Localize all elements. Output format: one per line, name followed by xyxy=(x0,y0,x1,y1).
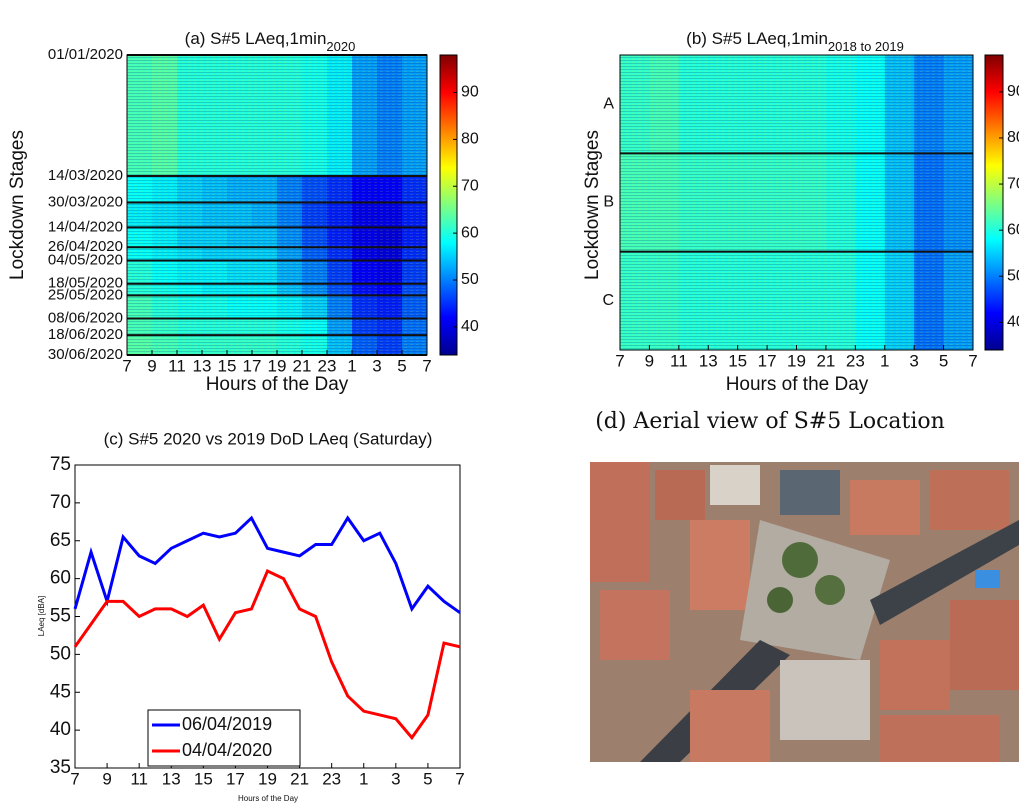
y-tick-label: 30/06/2020 xyxy=(48,346,123,363)
y-tick-label: C xyxy=(602,292,614,309)
colorbar-tick-label: 80 xyxy=(1007,129,1019,146)
title-main: (a) S#5 LAeq,1min xyxy=(185,29,327,48)
y-tick-label: 30/03/2020 xyxy=(48,193,123,210)
y-tick-label: 65 xyxy=(50,530,71,551)
x-tick-label: 23 xyxy=(322,769,341,788)
x-tick-label: 19 xyxy=(268,356,287,375)
y-tick-label: 70 xyxy=(50,492,71,513)
x-tick-label: 9 xyxy=(645,351,654,370)
y-tick-label: 75 xyxy=(50,454,71,475)
texture xyxy=(620,55,973,350)
x-tick-label: 5 xyxy=(397,356,406,375)
x-tick-label: 15 xyxy=(218,356,237,375)
chart-title: (a) S#5 LAeq,1min2020 xyxy=(185,29,356,53)
colorbar-tick-label: 50 xyxy=(461,271,479,288)
x-tick-label: 21 xyxy=(816,351,835,370)
x-tick-label: 1 xyxy=(359,769,368,788)
y-tick-label: A xyxy=(603,95,614,112)
x-tick-label: 7 xyxy=(455,769,464,788)
x-tick-label: 13 xyxy=(162,769,181,788)
y-tick-label: 18/05/2020 xyxy=(48,275,123,292)
x-tick-label: 11 xyxy=(670,351,688,370)
colorbar-tick-label: 60 xyxy=(1007,221,1019,238)
x-tick-label: 23 xyxy=(846,351,865,370)
x-tick-label: 21 xyxy=(290,769,309,788)
x-tick-label: 9 xyxy=(147,356,156,375)
x-tick-label: 5 xyxy=(939,351,948,370)
x-tick-label: 7 xyxy=(122,356,131,375)
y-tick-label: 14/03/2020 xyxy=(48,167,123,184)
x-tick-label: 23 xyxy=(318,356,337,375)
colorbar-tick-label: 80 xyxy=(461,131,479,148)
y-axis-label: Lockdown Stages xyxy=(582,130,603,280)
x-tick-label: 11 xyxy=(130,769,148,788)
y-tick-label: 18/06/2020 xyxy=(48,326,123,343)
x-tick-label: 5 xyxy=(423,769,432,788)
x-tick-label: 17 xyxy=(758,351,777,370)
legend-label: 06/04/2019 xyxy=(182,714,272,734)
y-tick-label: 55 xyxy=(50,606,71,627)
x-tick-label: 3 xyxy=(909,351,918,370)
x-tick-label: 11 xyxy=(168,356,186,375)
y-tick-label: 25/05/2020 xyxy=(48,286,123,303)
x-axis-label: Hours of the Day xyxy=(238,794,298,803)
colorbar xyxy=(984,54,1004,351)
x-axis-label: Hours of the Day xyxy=(726,374,869,395)
colorbar-tick-label: 40 xyxy=(461,318,479,335)
legend-box xyxy=(147,709,301,767)
x-tick-label: 7 xyxy=(70,769,79,788)
colorbar-tick-label: 40 xyxy=(1007,314,1019,331)
y-tick-label: B xyxy=(603,194,614,211)
x-tick-label: 19 xyxy=(258,769,277,788)
colorbar-tick-label: 50 xyxy=(1007,267,1019,284)
y-tick-label: 35 xyxy=(50,757,71,778)
x-tick-label: 9 xyxy=(102,769,111,788)
x-tick-label: 15 xyxy=(194,769,213,788)
y-tick-label: 40 xyxy=(50,719,71,740)
x-tick-label: 17 xyxy=(226,769,245,788)
colorbar xyxy=(439,54,458,356)
x-tick-label: 1 xyxy=(347,356,356,375)
x-tick-label: 7 xyxy=(968,351,977,370)
series-line xyxy=(73,569,461,741)
y-tick-label: 50 xyxy=(50,643,71,664)
x-tick-label: 7 xyxy=(422,356,431,375)
y-tick-label: 01/01/2020 xyxy=(48,46,123,63)
y-tick-label: 60 xyxy=(50,568,71,589)
chart-title: (c) S#5 2020 vs 2019 DoD LAeq (Saturday) xyxy=(104,429,433,448)
x-tick-label: 21 xyxy=(293,356,312,375)
texture xyxy=(127,55,427,355)
y-axis-label: Lockdown Stages xyxy=(7,130,28,280)
title-main: (b) S#5 LAeq,1min xyxy=(686,29,828,48)
colorbar-tick-label: 90 xyxy=(461,84,479,101)
x-tick-label: 19 xyxy=(787,351,806,370)
y-tick-label: 45 xyxy=(50,681,71,702)
title-subscript: 2018 to 2019 xyxy=(828,39,904,54)
x-tick-label: 3 xyxy=(391,769,400,788)
x-tick-label: 1 xyxy=(880,351,889,370)
x-tick-label: 15 xyxy=(728,351,747,370)
y-tick-label: 26/04/2020 xyxy=(48,238,123,255)
chart-title: (b) S#5 LAeq,1min2018 to 2019 xyxy=(686,29,904,53)
colorbar-tick-label: 90 xyxy=(1007,83,1019,100)
y-tick-label: 04/05/2020 xyxy=(48,251,123,268)
panel-d-title: (d) Aerial view of S#5 Location xyxy=(595,409,945,434)
colorbar-tick-label: 70 xyxy=(461,177,479,194)
x-tick-label: 13 xyxy=(699,351,718,370)
y-tick-label: 14/04/2020 xyxy=(48,218,123,235)
y-tick-label: 08/06/2020 xyxy=(48,310,123,327)
x-axis-label: Hours of the Day xyxy=(206,374,349,395)
y-axis-label: LAeq [dBA] xyxy=(37,596,46,636)
x-tick-label: 3 xyxy=(372,356,381,375)
colorbar-tick-label: 70 xyxy=(1007,175,1019,192)
colorbar-tick-label: 60 xyxy=(461,224,479,241)
x-tick-label: 7 xyxy=(615,351,624,370)
x-tick-label: 17 xyxy=(243,356,262,375)
title-subscript: 2020 xyxy=(326,39,355,54)
series-line xyxy=(73,515,461,614)
x-tick-label: 13 xyxy=(193,356,212,375)
legend-label: 04/04/2020 xyxy=(182,740,272,760)
aerial-photo xyxy=(590,462,1019,762)
